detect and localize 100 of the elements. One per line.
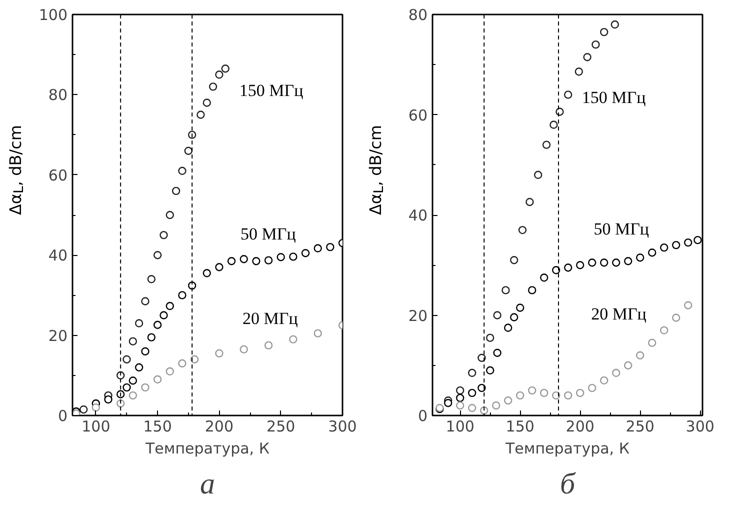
point	[648, 248, 656, 257]
point	[540, 274, 548, 282]
point	[493, 348, 502, 357]
x-tick-label: 200	[566, 418, 594, 436]
point	[610, 20, 619, 29]
text: а	[200, 468, 215, 500]
point	[326, 242, 334, 252]
point	[526, 198, 534, 206]
point	[672, 240, 680, 250]
point	[122, 383, 131, 392]
point	[301, 249, 310, 258]
x-tick-label: 250	[626, 418, 654, 436]
point	[215, 263, 224, 272]
point	[478, 354, 486, 362]
y-tick-label: 80	[408, 6, 428, 24]
point	[564, 264, 572, 272]
point	[147, 333, 156, 342]
x-tick-label: 100	[446, 418, 474, 436]
point	[153, 320, 162, 329]
point	[147, 275, 156, 284]
point	[166, 210, 174, 220]
point	[592, 40, 600, 49]
point	[240, 345, 248, 354]
point	[289, 335, 298, 344]
point	[612, 368, 620, 377]
x-tick-label: 150	[506, 418, 534, 436]
y-tick-label: 60	[408, 106, 428, 124]
point	[104, 395, 112, 404]
point	[510, 256, 518, 264]
point	[574, 68, 583, 76]
point	[202, 269, 211, 278]
point	[636, 351, 644, 360]
point	[576, 388, 584, 398]
point	[456, 401, 464, 410]
point	[444, 398, 452, 408]
point	[576, 261, 584, 270]
point	[276, 253, 285, 262]
point	[456, 386, 464, 395]
point	[166, 302, 174, 310]
point	[264, 256, 273, 264]
x-tick-label: 150	[143, 418, 172, 436]
point	[542, 140, 551, 149]
point	[314, 329, 322, 338]
point	[528, 386, 536, 395]
point	[456, 394, 464, 402]
point	[660, 326, 668, 334]
y-tick-label: 40	[408, 206, 428, 224]
point	[314, 244, 322, 252]
point	[227, 257, 236, 266]
point	[184, 146, 192, 155]
point	[583, 53, 592, 62]
point	[648, 338, 656, 347]
point	[172, 186, 180, 196]
point	[178, 291, 186, 300]
point	[486, 334, 494, 342]
point	[600, 258, 608, 267]
point	[153, 375, 162, 384]
point	[534, 170, 542, 179]
point	[264, 341, 273, 350]
x-tick-label: 250	[266, 418, 296, 436]
point	[208, 82, 218, 91]
x-tick-label: 100	[82, 418, 110, 436]
x-axis-title: Температура, К	[144, 440, 270, 458]
point	[134, 319, 144, 328]
point	[660, 243, 668, 252]
point	[468, 368, 476, 377]
point	[122, 355, 131, 364]
point	[624, 361, 632, 370]
point	[588, 258, 596, 267]
point	[684, 238, 692, 247]
point	[92, 403, 100, 412]
text: б	[560, 468, 576, 500]
point	[160, 311, 168, 320]
y-tick-label: 0	[418, 407, 428, 425]
point	[504, 396, 512, 405]
point	[128, 376, 138, 385]
point	[528, 286, 536, 294]
series-label: 150 МГц	[239, 81, 304, 100]
point	[128, 337, 138, 346]
point	[178, 166, 186, 175]
point	[636, 254, 644, 262]
point	[134, 363, 144, 372]
point	[166, 367, 174, 376]
point	[694, 236, 702, 244]
point	[552, 391, 560, 400]
x-tick-label: 300	[328, 418, 357, 436]
point	[240, 255, 248, 264]
point	[252, 257, 260, 266]
series-label: 50 МГц	[594, 220, 649, 239]
point	[502, 286, 510, 294]
point	[153, 251, 162, 260]
point	[504, 324, 512, 332]
x-tick-label: 200	[204, 418, 234, 436]
point	[289, 252, 298, 261]
point	[468, 404, 476, 412]
y-tick-label: 20	[48, 326, 68, 345]
point	[600, 376, 608, 385]
point	[564, 90, 572, 99]
point	[516, 304, 524, 312]
point	[141, 297, 150, 306]
